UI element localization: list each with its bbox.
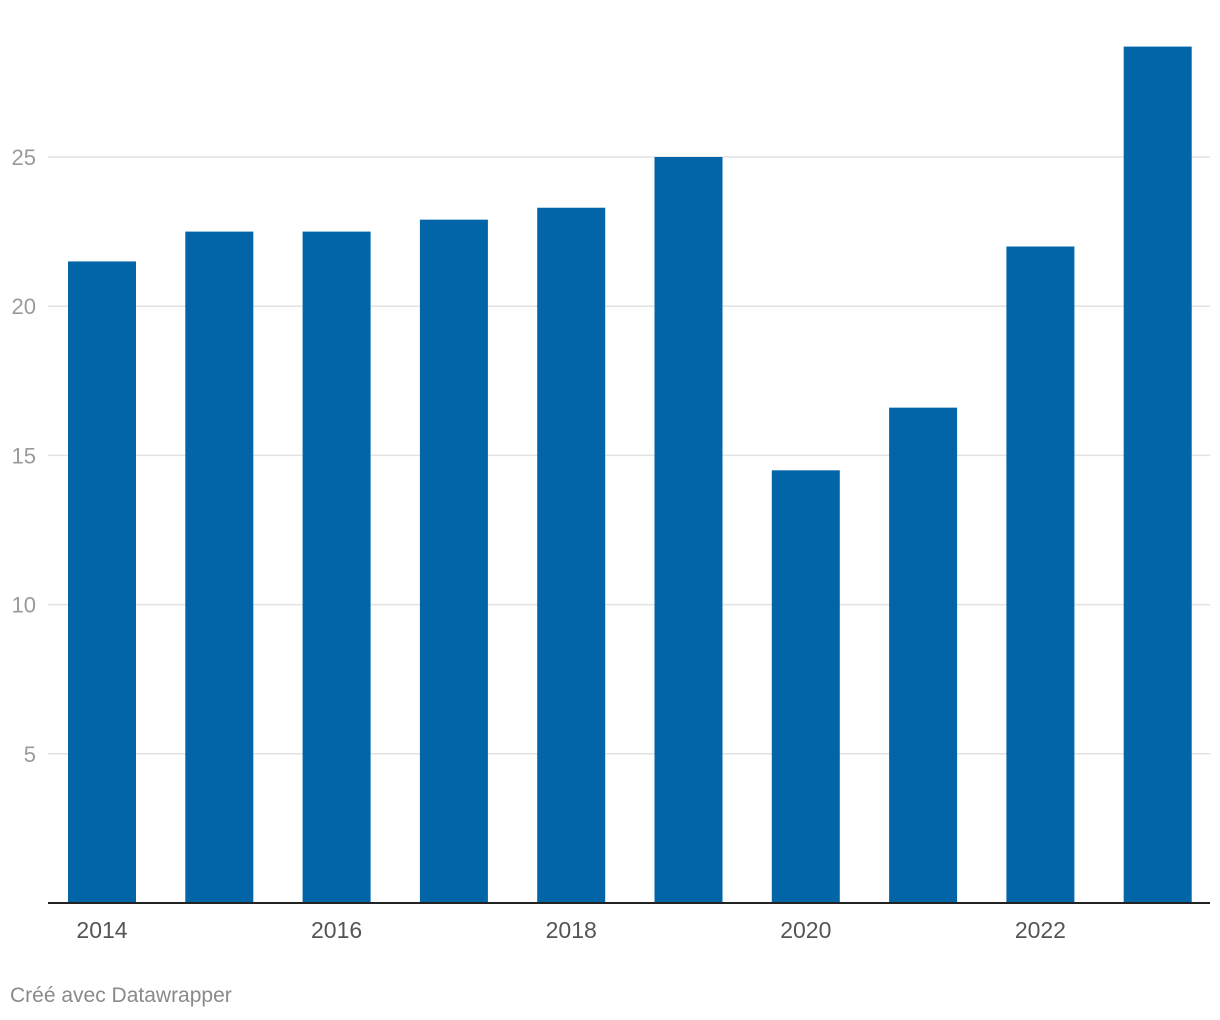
bar-2018 xyxy=(537,207,606,903)
bar-2014 xyxy=(68,261,136,903)
bar-2023 xyxy=(1123,46,1192,904)
credit-text: Créé avec Datawrapper xyxy=(10,984,232,1007)
y-tick-label: 5 xyxy=(24,742,36,767)
y-tick-label: 20 xyxy=(12,294,36,319)
y-tick-label: 25 xyxy=(12,145,36,170)
bar-2020 xyxy=(771,470,840,903)
bar-2019 xyxy=(654,157,723,903)
bar-2016 xyxy=(302,231,371,904)
y-tick-label: 15 xyxy=(12,443,36,468)
bar-2015 xyxy=(185,231,254,904)
x-tick-label: 2020 xyxy=(780,917,831,943)
x-tick-label: 2018 xyxy=(546,917,597,943)
x-tick-label: 2016 xyxy=(311,917,362,943)
y-tick-label: 10 xyxy=(12,593,36,618)
bar-2021 xyxy=(889,407,958,903)
bar-2022 xyxy=(1006,246,1075,903)
bar-2017 xyxy=(419,219,488,903)
x-tick-label: 2022 xyxy=(1015,917,1066,943)
x-tick-label: 2014 xyxy=(76,917,127,943)
